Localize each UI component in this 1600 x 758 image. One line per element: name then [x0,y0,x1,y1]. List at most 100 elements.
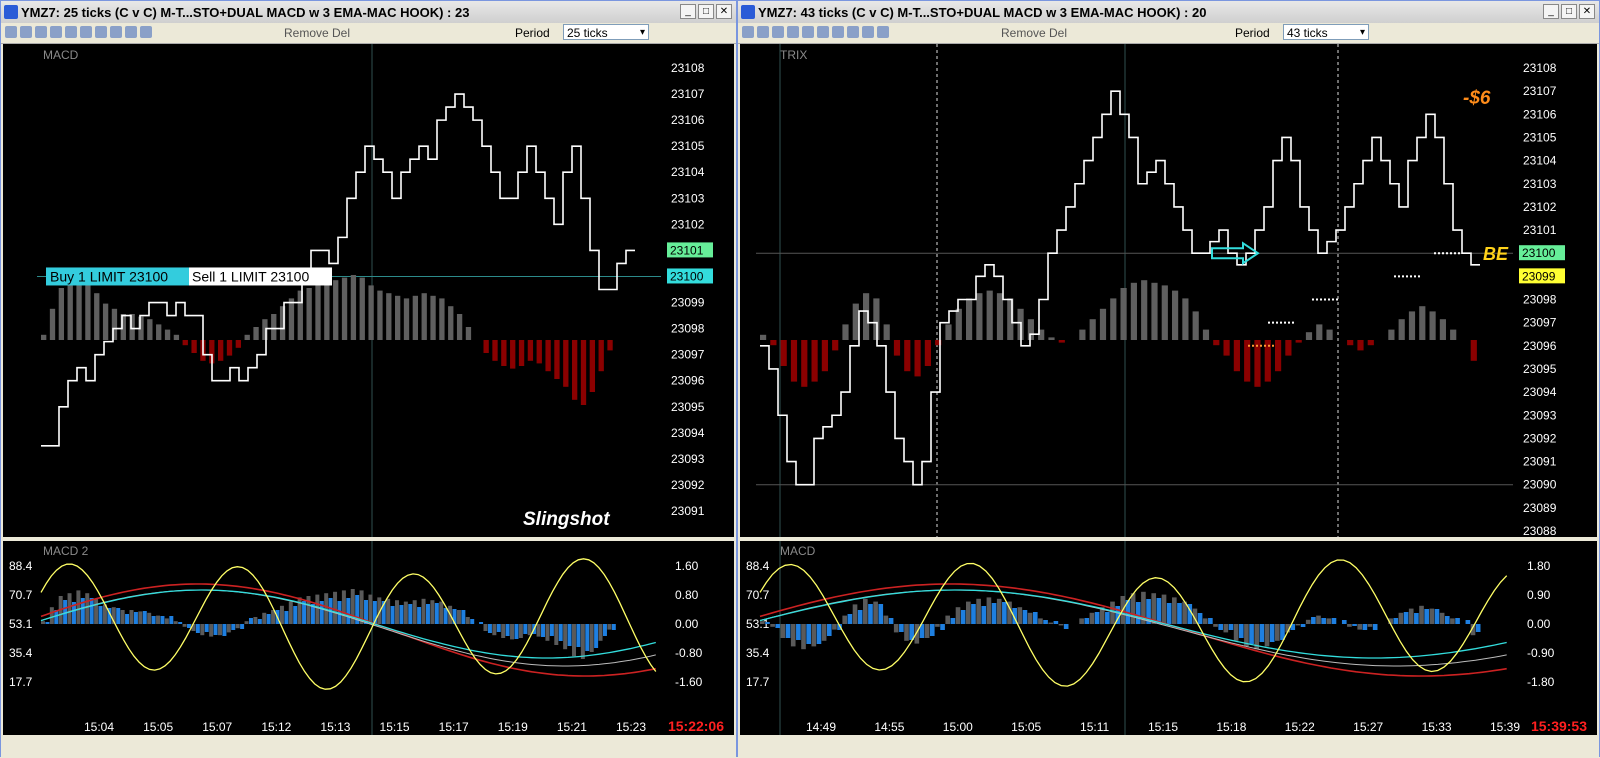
grid-icon[interactable] [95,26,107,38]
osc-gray-bar [324,593,329,624]
left-title-bar[interactable]: YMZ7: 25 ticks (C v C) M-T...STO+DUAL MA… [1,1,736,24]
price-tag [667,242,713,258]
histogram-bar [873,298,880,340]
layout-icon[interactable] [110,26,122,38]
osc-blue-bar [523,624,528,634]
toolbar-icons[interactable] [5,26,152,38]
histogram-bar [1120,288,1127,340]
histogram-bar [182,340,188,346]
osc-gray-bar [226,624,231,633]
osc-blue-bar [1249,624,1254,644]
osc-gray-bar [94,598,99,624]
histogram-bar [85,282,91,340]
period-select[interactable]: 43 ticks [1283,24,1369,41]
osc-blue-bar [1269,624,1275,642]
histogram-bar [572,340,578,400]
osc-blue-bar [1187,604,1193,624]
osc-gray-bar [492,624,497,636]
osc-blue-bar [1002,602,1007,624]
osc-blue-bar [98,606,103,624]
price-axis-label: 23108 [671,61,705,75]
osc-blue-bar [940,624,945,630]
zoom-icon[interactable] [140,26,152,38]
layout-icon[interactable] [847,26,859,38]
save-icon[interactable] [35,26,47,38]
price-axis-label: 23095 [671,400,705,414]
price-tag-label: 23101 [670,243,704,257]
histogram-bar [253,327,259,340]
histogram-bar [1429,311,1436,340]
osc-gray-bar [598,624,603,641]
right-chart-canvas[interactable]: TRIX MACD 23108 23107 23106 23105 23104 23103 23… [738,44,1599,758]
time-axis-label: 15:15 [1148,720,1178,734]
osc-blue-bar [514,624,519,639]
star-icon[interactable] [802,26,814,38]
osc-gray-bar [1038,618,1043,624]
left-chart-canvas[interactable]: MACD MACD 2 23108 23107 23106 23105 23104 23103… [1,44,736,758]
histogram-bar [350,275,357,340]
bar-style-icon[interactable] [862,26,874,38]
maximize-button[interactable]: □ [698,4,714,19]
period-select[interactable]: 25 ticks [563,24,649,41]
histogram-bar [403,298,410,340]
osc-gray-bar [377,597,382,624]
star-icon[interactable] [65,26,77,38]
histogram-bar [430,295,436,340]
osc-blue-bar [1208,618,1213,624]
histogram-bar [1398,319,1405,340]
osc-gray-bar [138,611,143,624]
histogram-bar [368,285,374,340]
osc-gray-bar [1275,624,1280,641]
left-toolbar: Remove Del Period 25 ticks [1,23,736,44]
maximize-button[interactable]: □ [1561,4,1577,19]
bar-style-icon[interactable] [125,26,137,38]
osc-right-axis-label: 0.00 [1527,617,1551,631]
histogram-bar [1305,332,1313,340]
osc-blue-bar [310,604,315,624]
save-icon[interactable] [772,26,784,38]
histogram-bar [780,340,787,366]
osc-gray-bar [996,598,1002,624]
histogram-bar [1027,319,1034,340]
toolbar-icons[interactable] [742,26,889,38]
osc-gray-bar [156,615,161,624]
osc-blue-bar [71,602,76,624]
grid-icon[interactable] [832,26,844,38]
price-axis-label: 23104 [1523,154,1557,168]
histogram-bar [1470,340,1477,361]
histogram-bar [1254,340,1261,387]
right-title-bar[interactable]: YMZ7: 43 ticks (C v C) M-T...STO+DUAL MA… [738,1,1599,24]
indicator-icon[interactable] [20,26,32,38]
price-tag-label: 23100 [670,269,704,283]
osc-blue-bar [204,624,209,632]
histogram-bar [811,340,818,382]
clock-label: 15:39:53 [1531,718,1587,734]
minimize-button[interactable]: _ [680,4,696,19]
remove-del-button[interactable]: Remove Del [284,26,351,40]
remove-del-button[interactable]: Remove Del [1001,26,1068,40]
indicator-icon[interactable] [757,26,769,38]
price-axis-label: 23106 [1523,107,1557,121]
osc-blue-bar [1444,616,1450,624]
osc-gray-bar [1295,624,1301,626]
histogram-bar [580,340,587,405]
settings-icon[interactable] [742,26,754,38]
settings-icon[interactable] [5,26,17,38]
histogram-bar [76,277,82,340]
print-icon[interactable] [50,26,62,38]
zoom-icon[interactable] [877,26,889,38]
osc-blue-bar [541,624,546,637]
osc-gray-bar [842,615,848,624]
close-button[interactable]: ✕ [716,4,732,19]
sell-order-box [189,267,332,286]
print-icon[interactable] [787,26,799,38]
cursor-icon[interactable] [817,26,829,38]
close-button[interactable]: ✕ [1579,4,1595,19]
minimize-button[interactable]: _ [1543,4,1559,19]
osc-gray-bar [235,624,240,629]
histogram-bar [1285,340,1292,356]
price-axis-label: 23098 [671,322,705,336]
cursor-icon[interactable] [80,26,92,38]
time-axis-label: 15:23 [616,720,646,734]
histogram-bar [288,298,295,340]
